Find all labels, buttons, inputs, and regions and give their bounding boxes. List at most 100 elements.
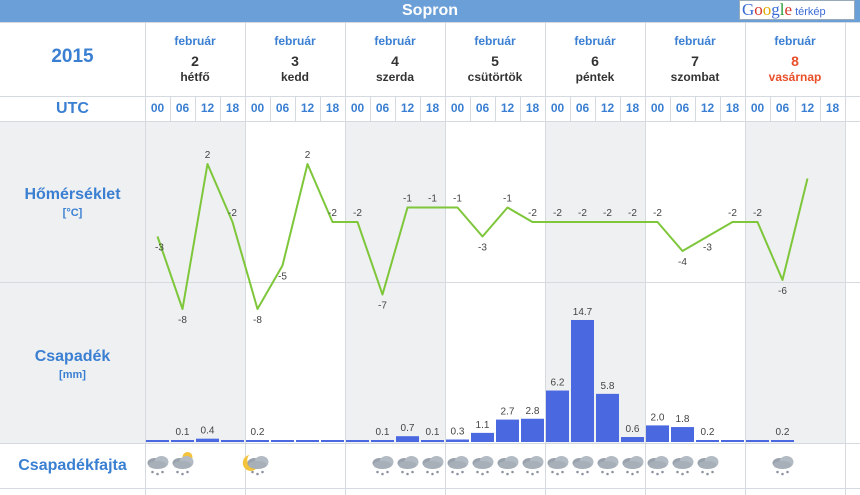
google-map-link[interactable]: Google térkép — [739, 0, 855, 20]
precipitation-data-label: 0.1 — [376, 427, 390, 438]
day-column-header: február 5 csütörtök — [445, 23, 545, 95]
temperature-label: Hőmérséklet — [24, 186, 121, 203]
temperature-data-label: -2 — [353, 208, 362, 219]
temperature-data-label: -1 — [428, 194, 437, 205]
snow-cloud-icon — [572, 456, 594, 476]
utc-label: UTC — [56, 100, 89, 117]
precipitation-data-label: 1.1 — [476, 420, 490, 431]
temperature-data-label: -1 — [403, 194, 412, 205]
temperature-data-label: 2 — [205, 150, 211, 161]
precipitation-data-label: 14.7 — [573, 307, 593, 318]
day-month: február — [674, 34, 716, 48]
utc-hour-label: 00 — [750, 101, 765, 115]
precipitation-bar — [421, 440, 444, 442]
utc-hour-label: 12 — [800, 101, 815, 115]
day-column-header: február 2 hétfő — [145, 23, 245, 95]
day-month: február — [774, 34, 816, 48]
snow-cloud-icon — [622, 456, 644, 476]
precipitation-bar — [571, 319, 594, 442]
utc-hour-label: 12 — [400, 101, 415, 115]
day-month: február — [574, 34, 616, 48]
precipitation-data-label: 1.8 — [676, 414, 690, 425]
google-logo-o2: o — [762, 0, 772, 19]
precipitation-bar — [171, 440, 194, 442]
utc-hour-label: 00 — [550, 101, 565, 115]
city-title: Sopron — [402, 2, 458, 19]
temperature-data-label: -1 — [453, 194, 462, 205]
utc-hour-label: 06 — [175, 101, 190, 115]
snow-cloud-icon — [147, 456, 169, 476]
utc-hour-label: 12 — [600, 101, 615, 115]
snow-cloud-icon — [647, 456, 669, 476]
utc-hour-label: 18 — [325, 101, 340, 115]
utc-hour-label: 06 — [775, 101, 790, 115]
temperature-data-label: -2 — [653, 208, 662, 219]
utc-hour-label: 12 — [200, 101, 215, 115]
moon-snow-icon — [242, 455, 269, 476]
snow-cloud-icon — [372, 456, 394, 476]
precipitation-data-label: 0.2 — [701, 427, 715, 438]
temperature-data-label: -2 — [628, 208, 637, 219]
map-link-label: térkép — [795, 6, 826, 18]
temperature-data-label: 2 — [305, 150, 311, 161]
precipitation-bar — [446, 439, 469, 442]
precipitation-bar — [271, 440, 294, 442]
snow-cloud-icon — [472, 456, 494, 476]
snow-cloud-icon — [672, 456, 694, 476]
snow-cloud-icon — [522, 456, 544, 476]
precipitation-bar — [321, 440, 344, 442]
day-weekday: péntek — [575, 70, 615, 84]
precipitation-data-label: 2.0 — [651, 412, 665, 423]
temperature-data-label: -3 — [155, 243, 164, 254]
temperature-data-label: -2 — [228, 208, 237, 219]
precipitation-bar — [521, 418, 544, 442]
header-bar — [0, 0, 860, 22]
precipitation-data-label: 0.6 — [626, 424, 640, 435]
utc-hour-label: 06 — [675, 101, 690, 115]
utc-hour-label: 00 — [350, 101, 365, 115]
precipitation-data-label: 0.7 — [401, 423, 415, 434]
precipitation-data-label: 0.4 — [201, 426, 215, 437]
utc-hour-label: 06 — [275, 101, 290, 115]
temperature-data-label: -1 — [503, 194, 512, 205]
precipitation-bar — [496, 419, 519, 442]
utc-hour-label: 18 — [825, 101, 840, 115]
temperature-data-label: -3 — [703, 243, 712, 254]
precipitation-data-label: 0.1 — [176, 427, 190, 438]
precipitation-unit: [mm] — [59, 369, 86, 381]
utc-hour-label: 12 — [300, 101, 315, 115]
utc-hour-label: 06 — [375, 101, 390, 115]
utc-hour-label: 00 — [450, 101, 465, 115]
precip-type-label: Csapadékfajta — [18, 457, 127, 474]
day-month: február — [274, 34, 316, 48]
utc-hour-label: 12 — [700, 101, 715, 115]
day-number: 8 — [791, 53, 799, 69]
year-label: 2015 — [51, 46, 94, 67]
temperature-data-label: -2 — [553, 208, 562, 219]
sun-snow-icon — [172, 452, 194, 476]
temperature-line — [156, 163, 809, 310]
day-weekday: szombat — [670, 70, 720, 84]
utc-hour-label: 18 — [625, 101, 640, 115]
day-month: február — [474, 34, 516, 48]
temperature-unit: [°C] — [62, 207, 83, 219]
snow-cloud-icon — [422, 456, 444, 476]
day-weekday: hétfő — [180, 70, 210, 84]
utc-hour-label: 06 — [575, 101, 590, 115]
precipitation-bar — [396, 436, 419, 442]
day-number: 6 — [591, 53, 599, 69]
temperature-data-label: -2 — [578, 208, 587, 219]
utc-hour-label: 06 — [475, 101, 490, 115]
day-number: 5 — [491, 53, 499, 69]
snow-cloud-icon — [772, 456, 794, 476]
precipitation-bar — [621, 437, 644, 442]
day-weekday: csütörtök — [467, 70, 523, 84]
precipitation-bar — [596, 393, 619, 442]
snow-cloud-icon — [497, 456, 519, 476]
precipitation-data-label: 5.8 — [601, 381, 615, 392]
day-number: 7 — [691, 53, 699, 69]
precipitation-data-label: 0.1 — [426, 427, 440, 438]
precipitation-data-label: 0.3 — [451, 427, 465, 438]
google-logo-g2: g — [771, 0, 780, 19]
